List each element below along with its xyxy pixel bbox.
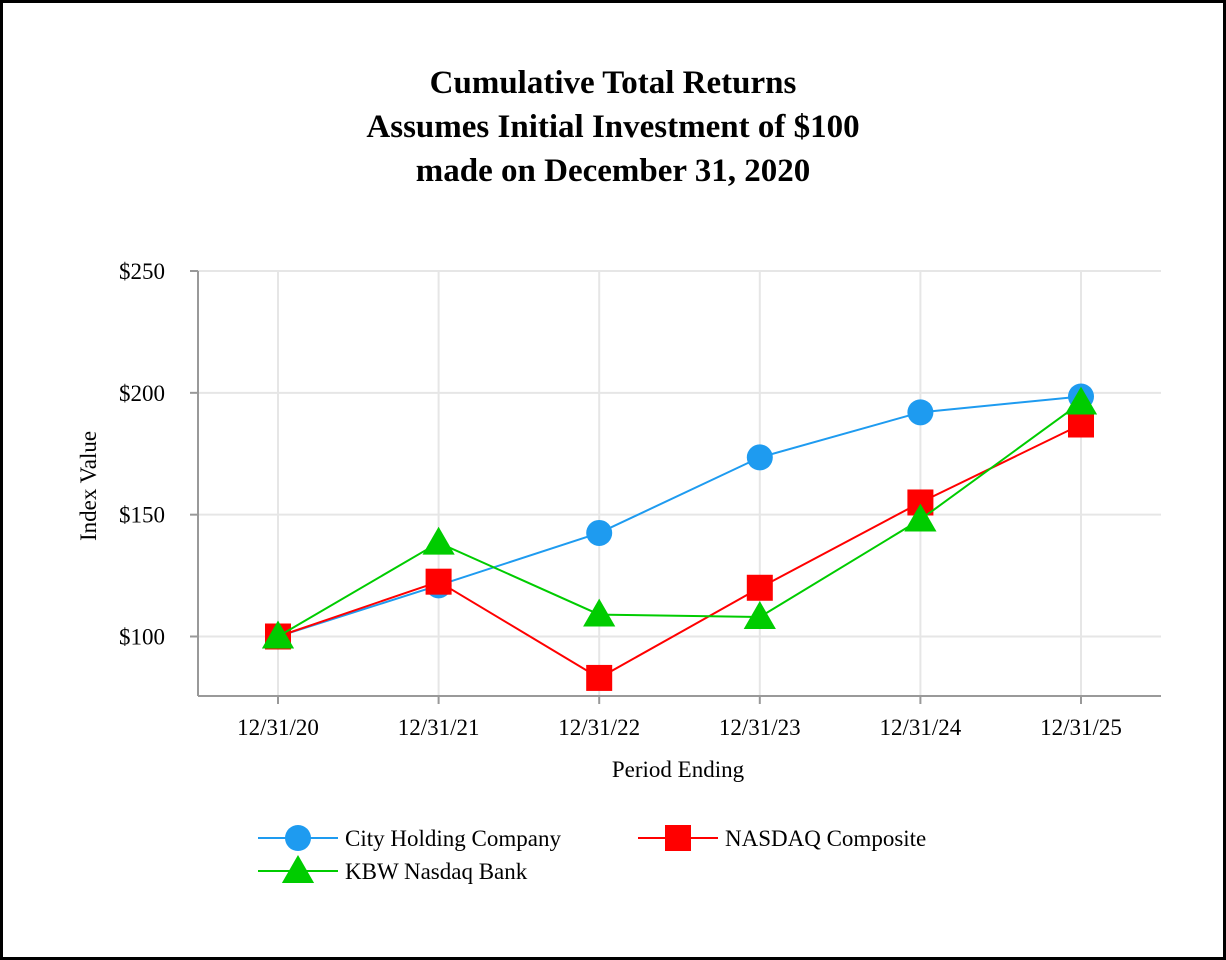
legend: City Holding Company NASDAQ Composite KBW … xyxy=(258,825,926,884)
y-tick-label: $250 xyxy=(119,259,165,284)
series-city-holding-company xyxy=(265,383,1094,650)
series-nasdaq-composite xyxy=(265,411,1094,691)
x-tick-label: 12/31/21 xyxy=(398,715,480,740)
total-returns-chart: Cumulative Total Returns Assumes Initial … xyxy=(76,65,1161,884)
y-tick-label: $100 xyxy=(119,625,165,650)
series xyxy=(261,383,1098,691)
series-kbw-nasdaq-bank xyxy=(261,386,1098,649)
x-axis-label: Period Ending xyxy=(612,757,745,782)
y-axis-label: Index Value xyxy=(76,431,101,541)
data-point xyxy=(1064,386,1098,415)
data-point xyxy=(746,574,773,601)
legend-label: NASDAQ Composite xyxy=(725,826,926,851)
data-point xyxy=(583,598,616,627)
x-tick-label: 12/31/24 xyxy=(880,715,962,740)
data-point xyxy=(907,399,934,426)
legend-item-city-holding-company: City Holding Company xyxy=(258,825,561,851)
grid xyxy=(198,270,1161,696)
chart-title-line: Cumulative Total Returns xyxy=(430,65,797,101)
chart-title-line: made on December 31, 2020 xyxy=(416,153,810,189)
legend-marker xyxy=(665,825,691,851)
x-tick-label: 12/31/23 xyxy=(719,715,801,740)
x-tick-labels: 12/31/20 12/31/21 12/31/22 12/31/23 12/31/24… xyxy=(237,715,1122,740)
data-point xyxy=(904,503,937,532)
legend-item-kbw-nasdaq-bank: KBW Nasdaq Bank xyxy=(258,855,528,884)
legend-marker xyxy=(281,855,315,883)
x-tick-label: 12/31/20 xyxy=(237,715,319,740)
series-line xyxy=(277,395,1082,638)
y-tick-label: $150 xyxy=(119,503,165,528)
x-tick-label: 12/31/22 xyxy=(558,715,640,740)
y-tick-label: $200 xyxy=(119,381,165,406)
legend-marker xyxy=(285,825,311,851)
y-tick-labels: $100 $150 $200 $250 xyxy=(119,259,165,650)
chart-title: Cumulative Total Returns Assumes Initial … xyxy=(366,65,859,189)
data-point xyxy=(261,620,295,649)
data-point xyxy=(746,444,773,471)
legend-item-nasdaq-composite: NASDAQ Composite xyxy=(638,825,926,851)
data-point xyxy=(586,519,613,546)
data-point xyxy=(743,601,776,629)
chart-title-line: Assumes Initial Investment of $100 xyxy=(366,109,859,145)
legend-label: City Holding Company xyxy=(345,826,561,851)
x-tick-label: 12/31/25 xyxy=(1040,715,1122,740)
data-point xyxy=(425,568,452,595)
legend-label: KBW Nasdaq Bank xyxy=(345,859,528,884)
series-line xyxy=(277,401,1082,638)
series-line xyxy=(277,423,1082,680)
data-point xyxy=(586,664,613,691)
axes xyxy=(190,270,1161,704)
data-point xyxy=(422,526,455,555)
data-point xyxy=(1068,411,1094,438)
